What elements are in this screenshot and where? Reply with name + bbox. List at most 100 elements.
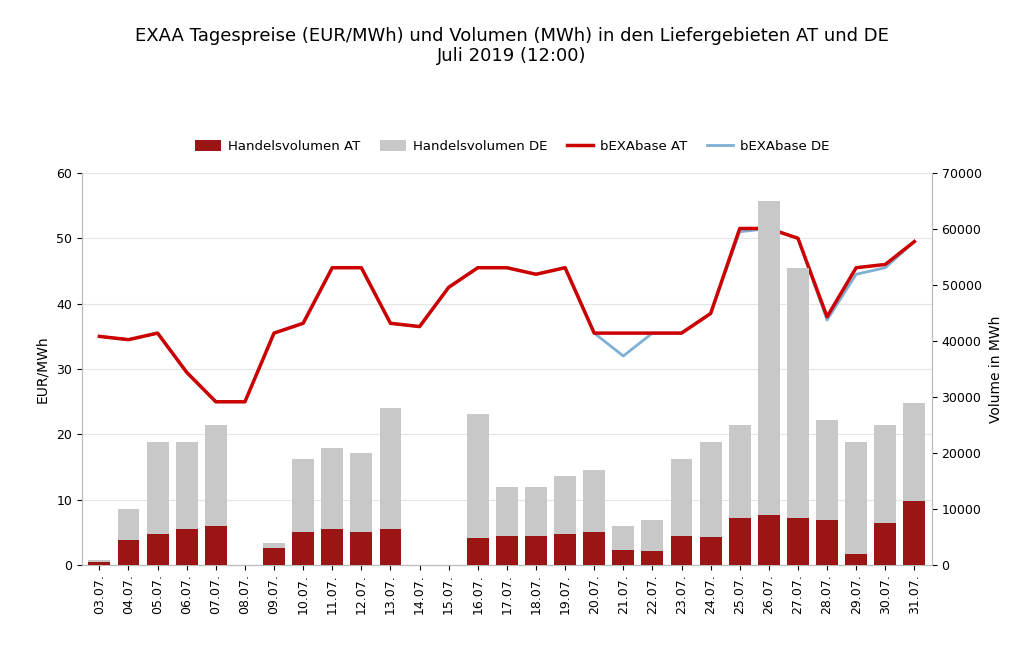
bEXAbase AT	[180, 368, 193, 376]
Bar	[467, 414, 488, 565]
Bar	[525, 536, 547, 565]
bEXAbase DE	[152, 329, 164, 337]
Bar	[641, 551, 664, 565]
bEXAbase AT	[414, 323, 426, 331]
bEXAbase DE	[326, 264, 338, 272]
bEXAbase DE	[384, 319, 396, 327]
bEXAbase DE	[792, 234, 804, 242]
Bar	[903, 501, 926, 565]
bEXAbase AT	[239, 398, 251, 406]
Bar	[380, 408, 401, 565]
Bar	[263, 543, 285, 565]
bEXAbase AT	[326, 264, 338, 272]
Bar	[874, 523, 896, 565]
Legend: Handelsvolumen AT, Handelsvolumen DE, bEXAbase AT, bEXAbase DE: Handelsvolumen AT, Handelsvolumen DE, bE…	[195, 140, 829, 153]
bEXAbase AT	[850, 264, 862, 272]
bEXAbase DE	[821, 316, 834, 324]
bEXAbase DE	[646, 329, 658, 337]
Bar	[787, 268, 809, 565]
Bar	[584, 531, 605, 565]
Bar	[671, 536, 692, 565]
bEXAbase AT	[676, 329, 688, 337]
bEXAbase DE	[705, 309, 717, 317]
Bar	[205, 526, 226, 565]
bEXAbase AT	[210, 398, 222, 406]
Bar	[612, 549, 634, 565]
bEXAbase DE	[588, 329, 600, 337]
Bar	[350, 453, 373, 565]
bEXAbase DE	[529, 270, 542, 278]
bEXAbase DE	[93, 332, 105, 340]
bEXAbase AT	[821, 313, 834, 321]
bEXAbase DE	[268, 329, 281, 337]
Bar	[845, 554, 867, 565]
Bar	[322, 529, 343, 565]
Text: EXAA Tagespreise (EUR/MWh) und Volumen (MWh) in den Liefergebieten AT und DE
Jul: EXAA Tagespreise (EUR/MWh) und Volumen (…	[135, 27, 889, 65]
Bar	[671, 459, 692, 565]
bEXAbase AT	[152, 329, 164, 337]
bEXAbase AT	[588, 329, 600, 337]
Bar	[176, 442, 198, 565]
Bar	[146, 535, 169, 565]
Y-axis label: Volume in MWh: Volume in MWh	[988, 315, 1002, 423]
Bar	[729, 425, 751, 565]
bEXAbase AT	[705, 309, 717, 317]
Bar	[554, 535, 577, 565]
bEXAbase DE	[908, 237, 921, 245]
Bar	[350, 531, 373, 565]
bEXAbase DE	[559, 264, 571, 272]
bEXAbase AT	[501, 264, 513, 272]
Bar	[699, 537, 722, 565]
bEXAbase AT	[93, 332, 105, 340]
Bar	[554, 475, 577, 565]
bEXAbase DE	[414, 323, 426, 331]
Bar	[146, 442, 169, 565]
Bar	[292, 531, 314, 565]
bEXAbase AT	[617, 329, 630, 337]
bEXAbase DE	[122, 336, 134, 344]
Bar	[263, 549, 285, 565]
bEXAbase AT	[559, 264, 571, 272]
Bar	[176, 529, 198, 565]
Bar	[699, 442, 722, 565]
bEXAbase AT	[763, 225, 775, 233]
bEXAbase AT	[384, 319, 396, 327]
bEXAbase AT	[472, 264, 484, 272]
Bar	[816, 521, 838, 565]
Bar	[380, 529, 401, 565]
bEXAbase DE	[180, 368, 193, 376]
bEXAbase DE	[297, 319, 309, 327]
Bar	[322, 448, 343, 565]
bEXAbase DE	[733, 227, 745, 236]
bEXAbase AT	[646, 329, 658, 337]
Bar	[816, 420, 838, 565]
Line: bEXAbase DE: bEXAbase DE	[99, 229, 914, 402]
bEXAbase AT	[792, 234, 804, 242]
bEXAbase AT	[529, 270, 542, 278]
Bar	[88, 563, 111, 565]
bEXAbase AT	[268, 329, 281, 337]
Bar	[292, 459, 314, 565]
bEXAbase AT	[355, 264, 368, 272]
Bar	[525, 487, 547, 565]
Bar	[758, 515, 779, 565]
Bar	[205, 425, 226, 565]
Bar	[584, 470, 605, 565]
bEXAbase DE	[763, 225, 775, 233]
bEXAbase AT	[908, 237, 921, 245]
Bar	[118, 540, 139, 565]
Bar	[758, 201, 779, 565]
bEXAbase DE	[501, 264, 513, 272]
bEXAbase AT	[442, 283, 455, 291]
bEXAbase DE	[239, 398, 251, 406]
Bar	[496, 487, 518, 565]
Bar	[612, 526, 634, 565]
bEXAbase AT	[733, 225, 745, 233]
bEXAbase DE	[880, 264, 892, 272]
bEXAbase AT	[297, 319, 309, 327]
bEXAbase DE	[850, 270, 862, 278]
bEXAbase AT	[880, 261, 892, 269]
Bar	[729, 517, 751, 565]
bEXAbase DE	[472, 264, 484, 272]
Y-axis label: EUR/MWh: EUR/MWh	[35, 335, 49, 403]
